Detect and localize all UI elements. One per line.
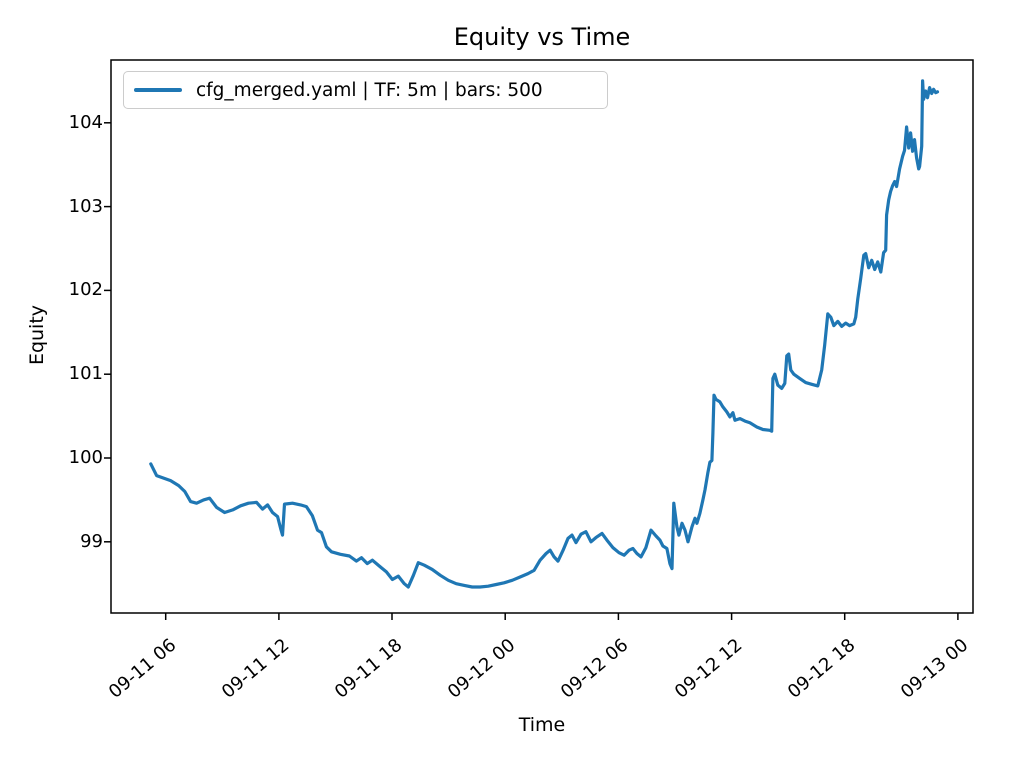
y-tick-label: 99 bbox=[80, 530, 103, 552]
x-axis-label: Time bbox=[518, 714, 566, 736]
legend: cfg_merged.yaml | TF: 5m | bars: 500 bbox=[123, 71, 608, 109]
y-tick-label: 102 bbox=[68, 279, 103, 301]
legend-line-sample bbox=[134, 88, 182, 92]
chart-title: Equity vs Time bbox=[453, 23, 631, 51]
y-tick-label: 100 bbox=[68, 446, 103, 468]
y-tick-label: 104 bbox=[68, 111, 103, 133]
y-tick-label: 101 bbox=[68, 363, 103, 385]
equity-line bbox=[149, 79, 940, 589]
plot-border bbox=[110, 59, 974, 614]
y-tick-label: 103 bbox=[68, 195, 103, 217]
legend-entry-label: cfg_merged.yaml | TF: 5m | bars: 500 bbox=[196, 79, 543, 101]
